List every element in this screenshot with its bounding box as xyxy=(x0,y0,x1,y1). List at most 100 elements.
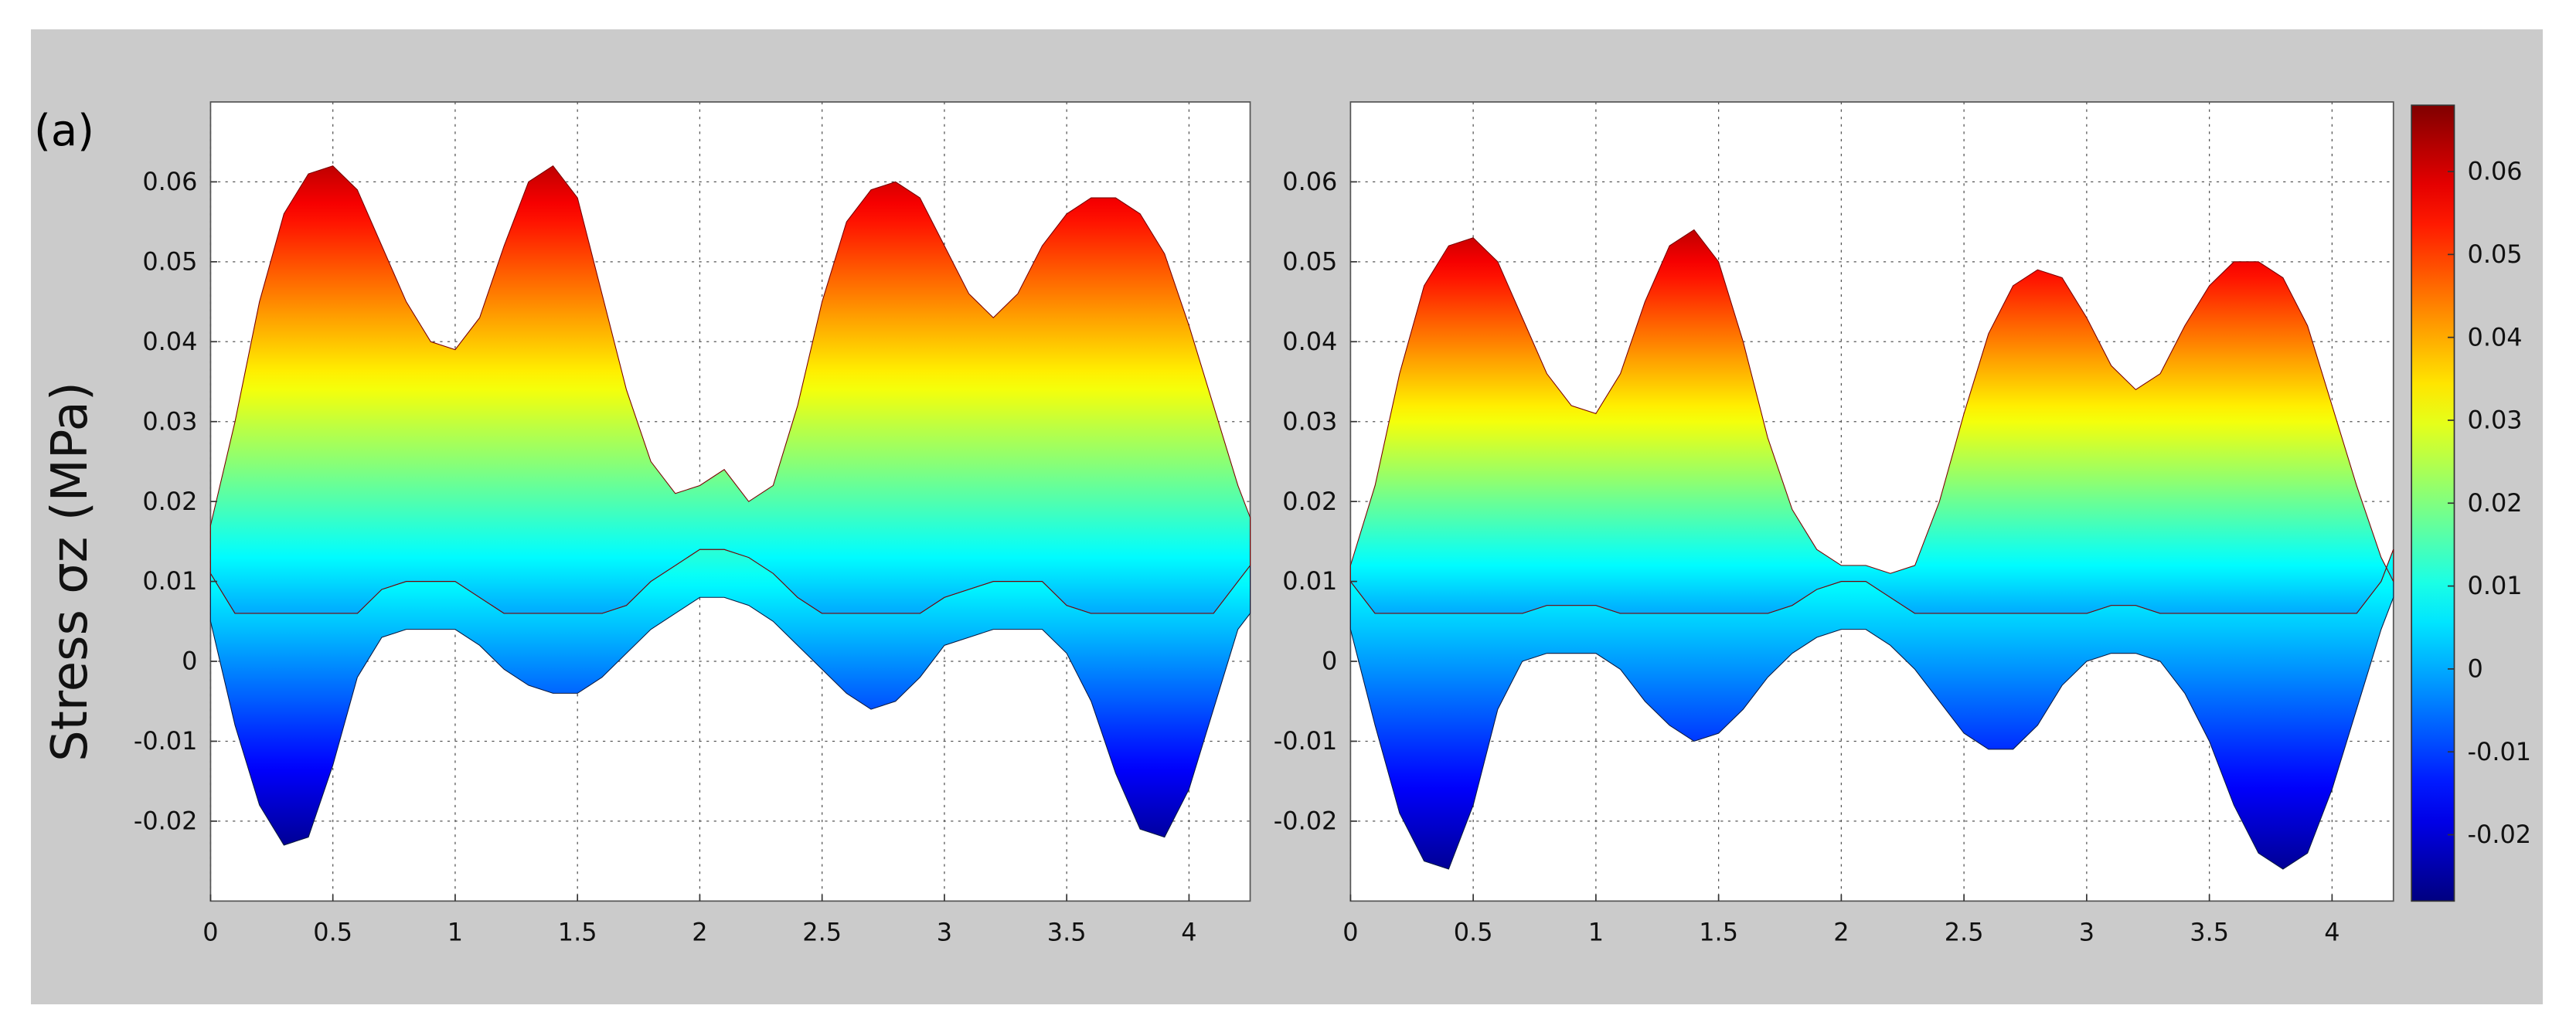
data-point xyxy=(650,460,652,463)
data-point xyxy=(1865,565,1867,567)
x-tick-label: 2 xyxy=(1833,917,1849,946)
y-tick-label: 0.01 xyxy=(1282,566,1337,596)
data-point xyxy=(2356,484,2358,487)
data-point xyxy=(332,165,334,167)
data-point xyxy=(1139,212,1142,215)
data-point xyxy=(772,620,774,623)
data-point xyxy=(381,245,383,247)
data-point xyxy=(1472,804,1475,807)
data-point xyxy=(747,604,750,606)
data-point xyxy=(2061,684,2064,687)
data-point xyxy=(1139,828,1142,830)
data-point xyxy=(430,341,432,343)
data-point xyxy=(2037,724,2039,726)
data-point xyxy=(1423,285,1425,287)
colorbar-tick-label: 0 xyxy=(2468,654,2483,684)
data-point xyxy=(1188,788,1190,790)
y-tick-label: 0 xyxy=(1322,647,1337,676)
data-point xyxy=(992,317,995,319)
data-point xyxy=(747,501,750,503)
data-point xyxy=(1669,245,1671,247)
x-tick-label: 3.5 xyxy=(2190,917,2229,946)
x-tick-label: 3 xyxy=(2079,917,2094,946)
y-tick-label: 0.04 xyxy=(142,327,197,356)
data-point xyxy=(1237,628,1239,630)
colorbar-tick-label: 0.04 xyxy=(2468,322,2523,352)
data-point xyxy=(2037,269,2039,271)
data-point xyxy=(1399,372,1401,375)
data-point xyxy=(870,708,873,711)
x-tick-label: 0 xyxy=(1342,917,1358,946)
data-point xyxy=(968,293,970,295)
y-tick-label: 0.02 xyxy=(1282,487,1337,516)
data-point xyxy=(1938,501,1941,503)
chart-panel-left: 0 0.5 1 1.5 2 2.5 3 3.5 4 0.06 0.05 0.04 0.03 0.02 0.0… xyxy=(134,101,1251,946)
x-tick-label: 3.5 xyxy=(1047,917,1087,946)
colorbar-tick-label: 0.02 xyxy=(2468,488,2523,518)
data-point xyxy=(283,844,285,847)
data-point xyxy=(1963,732,1965,735)
data-point xyxy=(1619,668,1621,671)
data-point xyxy=(1521,661,1523,663)
data-point xyxy=(674,493,676,495)
data-point xyxy=(1938,700,1941,702)
data-point xyxy=(797,644,799,647)
data-point xyxy=(1767,436,1769,439)
y-tick-label: 0.01 xyxy=(142,566,197,596)
data-point xyxy=(944,644,946,647)
x-tick-label: 1 xyxy=(447,917,463,946)
x-tick-label: 2.5 xyxy=(1945,917,1984,946)
data-point xyxy=(1546,652,1548,654)
y-tick-label: -0.02 xyxy=(134,807,198,836)
data-point xyxy=(332,764,334,766)
data-point xyxy=(1570,652,1573,654)
data-point xyxy=(209,525,212,527)
data-point xyxy=(1669,724,1671,726)
data-point xyxy=(258,301,260,303)
data-point xyxy=(577,692,579,695)
data-point xyxy=(2086,661,2088,663)
data-point xyxy=(2110,652,2112,654)
data-point xyxy=(283,212,285,215)
x-tick-label: 0.5 xyxy=(313,917,352,946)
data-point xyxy=(1091,700,1093,702)
data-point xyxy=(1399,812,1401,814)
data-point xyxy=(577,197,579,199)
data-point xyxy=(234,724,237,726)
y-tick-label: 0.03 xyxy=(1282,406,1337,436)
panel-label: (a) xyxy=(34,106,94,156)
x-tick-label: 4 xyxy=(1181,917,1196,946)
data-point xyxy=(919,197,921,199)
data-point xyxy=(1017,628,1019,630)
data-point xyxy=(1423,860,1425,862)
data-point xyxy=(1644,700,1646,702)
data-point xyxy=(2306,324,2309,327)
data-point xyxy=(699,484,701,487)
colorbar-tick-label: 0.06 xyxy=(2468,157,2523,186)
data-point xyxy=(1717,261,1720,263)
data-point xyxy=(2159,372,2162,375)
x-tick-label: 1.5 xyxy=(558,917,597,946)
data-point xyxy=(1017,293,1019,295)
data-point xyxy=(1890,572,1892,575)
data-point xyxy=(2208,740,2210,742)
data-point xyxy=(2392,596,2394,599)
data-point xyxy=(1114,197,1117,199)
data-point xyxy=(601,676,604,678)
surface-upper xyxy=(1349,229,2394,614)
data-point xyxy=(1717,732,1720,735)
x-tick-label: 0 xyxy=(202,917,218,946)
data-point xyxy=(1114,773,1117,775)
data-point xyxy=(356,189,359,191)
chart-panel-right: 0 0.5 1 1.5 2 2.5 3 3.5 4 0.06 0.05 0.04 0.03 0.02 0.0… xyxy=(1274,101,2394,946)
data-point xyxy=(1249,517,1251,519)
data-point xyxy=(2208,285,2210,287)
data-point xyxy=(723,468,726,470)
data-point xyxy=(968,637,970,639)
data-point xyxy=(2086,317,2088,319)
data-point xyxy=(2282,277,2285,279)
data-point xyxy=(1091,197,1093,199)
y-tick-label: 0 xyxy=(182,647,197,676)
data-point xyxy=(1472,237,1475,239)
data-point xyxy=(234,420,237,423)
